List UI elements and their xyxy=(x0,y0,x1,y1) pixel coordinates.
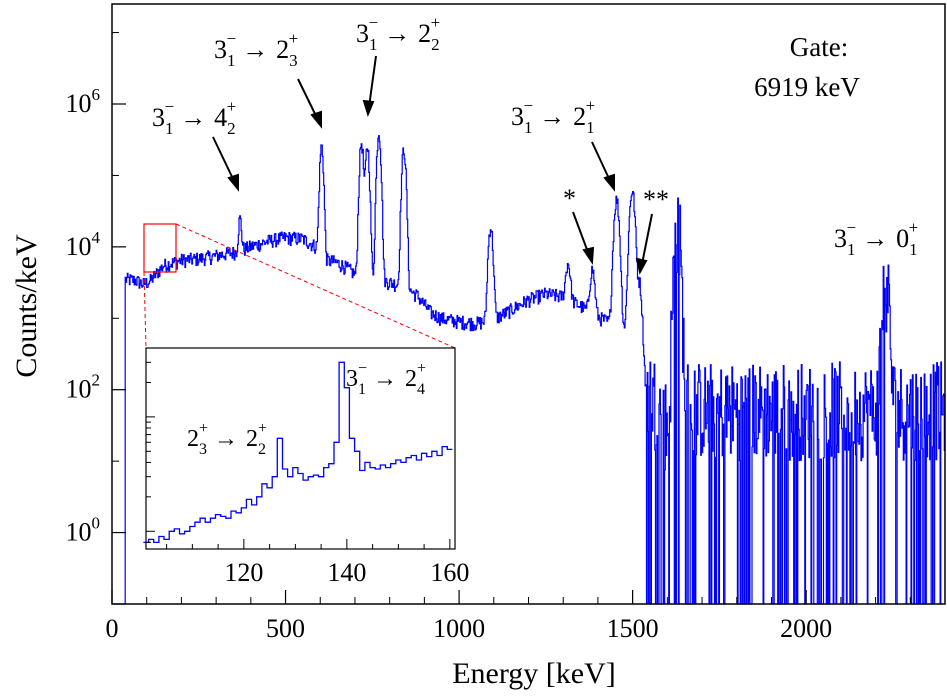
inset-spectrum-series xyxy=(143,361,453,544)
arrow-line xyxy=(641,213,653,265)
x-tick-label: 1500 xyxy=(607,614,659,643)
arrow-line xyxy=(212,136,236,184)
arrow-head xyxy=(603,173,615,192)
y-tick-label: 102 xyxy=(66,371,101,404)
gate-label-line2: 6919 keV xyxy=(754,72,860,102)
inset-x-tick-label: 120 xyxy=(224,558,263,587)
y-tick-label: 106 xyxy=(66,85,101,118)
arrow-head xyxy=(635,257,648,275)
annotation-arrows xyxy=(212,55,653,275)
zoom-guide-line xyxy=(175,223,456,349)
main-axes: 0 500 1000 1500 2000 100 102 104 106 xyxy=(66,32,911,643)
x-tick-label: 500 xyxy=(266,614,305,643)
spectrum-series xyxy=(112,135,945,605)
inset-axes: 120 140 160 xyxy=(146,361,469,587)
arrow-head xyxy=(582,246,595,265)
transition-label-3-1-to-2-2: 31− → 22+ xyxy=(356,13,440,54)
arrow-head xyxy=(362,99,375,117)
x-axis-title: Energy [keV] xyxy=(452,657,616,690)
arrow-line xyxy=(368,55,377,108)
x-tick-label: 0 xyxy=(106,614,119,643)
zoom-indicator xyxy=(143,223,456,349)
transition-label-3-1-to-4-2: 31− → 42+ xyxy=(152,97,236,138)
x-tick-label: 2000 xyxy=(780,614,832,643)
star-marker-double: ** xyxy=(643,185,669,214)
zoom-region-box xyxy=(143,223,177,273)
gate-label-line1: Gate: xyxy=(790,32,848,62)
y-tick-label: 104 xyxy=(66,228,101,261)
inset-x-tick-label: 160 xyxy=(430,558,469,587)
inset-label-3-1-to-2-4: 31− → 24+ xyxy=(346,360,426,398)
arrow-line xyxy=(572,211,590,256)
arrow-head xyxy=(310,110,322,129)
inset-x-tick-label: 140 xyxy=(327,558,366,587)
star-marker-single: * xyxy=(563,184,576,213)
transition-label-3-1-to-2-3: 31− → 23+ xyxy=(214,29,298,70)
y-tick-label: 100 xyxy=(66,514,101,547)
annotations: Gate: 6919 keV 31− → 42+ 31− → 23+ 31− → 22+ 3… xyxy=(152,13,918,275)
inset-label-2-3-to-2-2: 23+ → 22+ xyxy=(187,420,267,458)
y-axis-title: Counts/keV xyxy=(10,234,43,378)
plot-frame xyxy=(111,3,946,605)
inset-background xyxy=(146,348,455,549)
inset-plot: 120 140 160 23+ → 22+ 31− → 24+ xyxy=(143,347,469,587)
transition-label-3-1-to-2-1: 31− → 21+ xyxy=(511,96,595,137)
x-tick-label: 1000 xyxy=(433,614,485,643)
arrow-head xyxy=(227,173,239,192)
zoom-guide-line xyxy=(143,271,147,349)
transition-label-3-1-to-0-1: 31− → 01+ xyxy=(834,218,918,259)
inset-frame xyxy=(145,347,456,550)
